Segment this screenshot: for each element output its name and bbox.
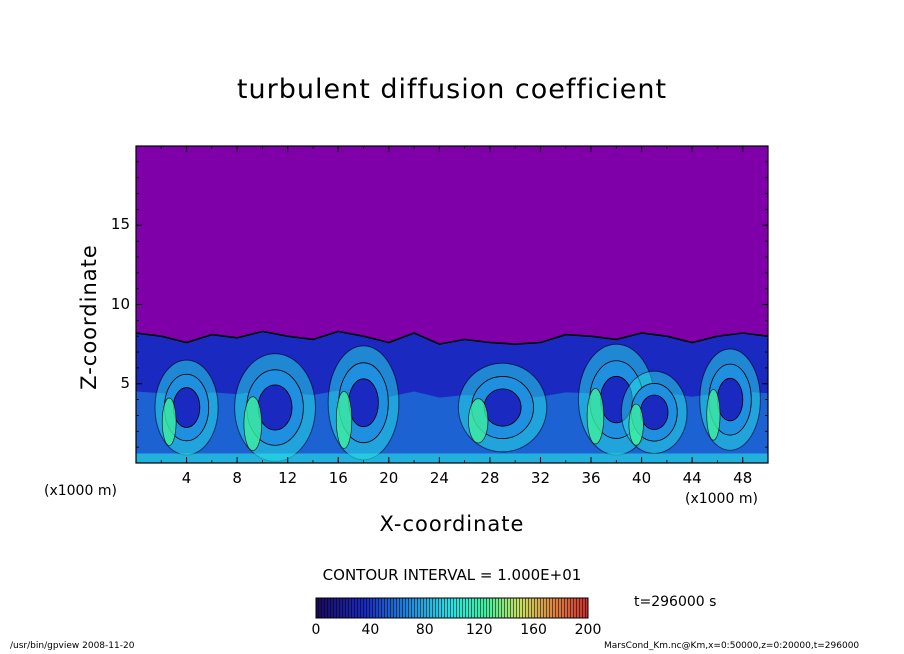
x-axis-label: X-coordinate xyxy=(379,512,525,536)
x-tick-label: 20 xyxy=(379,469,399,487)
y-tick-label: 10 xyxy=(110,294,130,313)
eddy-3 xyxy=(327,345,400,461)
eddy-6 xyxy=(620,370,688,454)
eddy-7 xyxy=(699,348,761,451)
eddy-2 xyxy=(234,353,316,462)
x-tick-label: 16 xyxy=(328,469,348,487)
colorbar-tick-label: 80 xyxy=(415,622,434,638)
colorbar-tick-label: 0 xyxy=(311,622,321,638)
y-tick-label: 15 xyxy=(110,215,130,234)
x-tick-label: 40 xyxy=(632,469,652,487)
x-tick-label: 12 xyxy=(278,469,298,487)
colorbar-tick-label: 160 xyxy=(520,622,547,638)
colorbar-tick-label: 40 xyxy=(361,622,380,638)
colorbar-tick-label: 200 xyxy=(574,622,602,638)
x-tick-label: 8 xyxy=(232,469,242,487)
footer-program-date: /usr/bin/gpview 2008-11-20 xyxy=(10,641,135,651)
x-tick-label: 44 xyxy=(682,469,702,487)
x-unit-label-right: (x1000 m) xyxy=(685,491,758,507)
y-axis-label: Z-coordinate xyxy=(77,244,101,390)
eddy-1 xyxy=(154,359,219,456)
eddy-4 xyxy=(457,362,548,453)
x-unit-label-left: (x1000 m) xyxy=(44,483,117,499)
x-tick-label: 24 xyxy=(429,469,449,487)
x-tick-label: 48 xyxy=(733,469,753,487)
x-tick-label: 28 xyxy=(480,469,500,487)
surface-layer-band xyxy=(136,453,768,463)
x-tick-label: 32 xyxy=(530,469,551,487)
colorbar-tick-label: 120 xyxy=(465,622,493,638)
chart-title: turbulent diffusion coefficient xyxy=(236,74,668,105)
time-label: t=296000 s xyxy=(634,594,717,610)
x-tick-label: 36 xyxy=(581,469,601,487)
footer-data-source: MarsCond_Km.nc@Km,x=0:50000,z=0:20000,t=… xyxy=(604,641,860,651)
contour-interval-label: CONTOUR INTERVAL = 1.000E+01 xyxy=(322,566,582,584)
y-tick-label: 5 xyxy=(120,373,130,392)
colorbar-contour-lines xyxy=(316,598,588,618)
boundary-layer-top-contour xyxy=(136,330,768,345)
x-tick-label: 4 xyxy=(181,469,192,487)
